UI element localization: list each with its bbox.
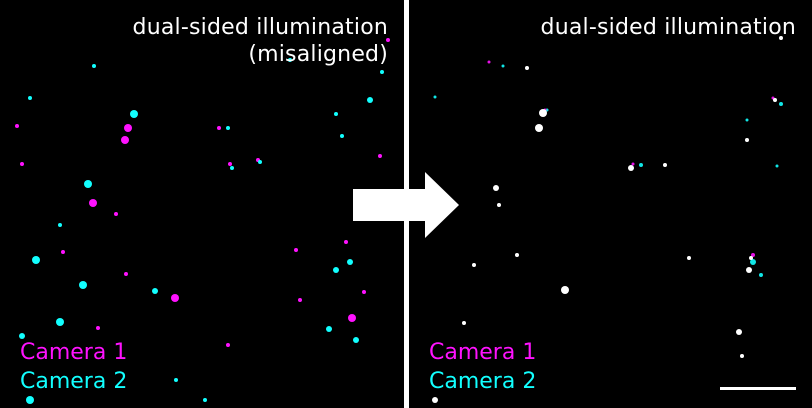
fluorescent-bead [497, 203, 501, 207]
fluorescent-bead [326, 326, 332, 332]
fluorescent-bead [294, 248, 298, 252]
panel-title-misaligned: dual-sided illumination (misaligned) [133, 14, 388, 68]
fluorescent-bead [628, 165, 634, 171]
fluorescent-bead [663, 163, 667, 167]
fluorescent-bead [386, 38, 390, 42]
panel-aligned: dual-sided illumination Camera 1 Camera … [409, 0, 812, 408]
fluorescent-bead [493, 185, 499, 191]
fluorescent-bead [362, 290, 366, 294]
fluorescent-bead [20, 162, 24, 166]
fluorescent-bead [121, 136, 129, 144]
fluorescent-bead [750, 259, 756, 265]
fluorescent-bead [751, 253, 755, 257]
fluorescent-bead [32, 256, 40, 264]
fluorescent-bead [28, 96, 32, 100]
fluorescent-bead [539, 109, 547, 117]
title-line-1: dual-sided illumination [540, 15, 796, 40]
fluorescent-bead [487, 60, 491, 64]
fluorescent-bead [226, 343, 230, 347]
fluorescent-bead [92, 64, 96, 68]
fluorescent-bead [462, 321, 466, 325]
fluorescence-image-misaligned [15, 38, 390, 404]
legend-camera-1: Camera 1 [429, 340, 537, 365]
fluorescent-bead [745, 118, 749, 122]
fluorescent-bead [15, 124, 19, 128]
fluorescent-bead [298, 298, 302, 302]
panel-misaligned: dual-sided illumination (misaligned) Cam… [0, 0, 404, 408]
fluorescent-bead [79, 281, 87, 289]
fluorescent-bead [288, 58, 292, 62]
fluorescent-bead [779, 36, 783, 40]
fluorescent-bead [378, 154, 382, 158]
fluorescent-bead [217, 126, 221, 130]
fluorescent-bead [340, 134, 344, 138]
right-arrow-icon [353, 172, 459, 238]
fluorescent-bead [773, 98, 777, 102]
fluorescent-bead [26, 396, 34, 404]
fluorescent-bead [736, 329, 742, 335]
fluorescent-bead [61, 250, 65, 254]
legend-camera-2: Camera 2 [20, 369, 128, 394]
fluorescent-bead [226, 126, 230, 130]
fluorescent-bead [114, 212, 118, 216]
fluorescent-bead [501, 64, 505, 68]
fluorescent-bead [380, 70, 384, 74]
fluorescent-bead [472, 263, 476, 267]
fluorescent-bead [230, 166, 234, 170]
title-line-1: dual-sided illumination [132, 15, 388, 40]
fluorescent-bead [347, 259, 353, 265]
legend-camera-1: Camera 1 [20, 340, 128, 365]
fluorescent-bead [333, 267, 339, 273]
fluorescent-bead [631, 162, 635, 166]
title-line-2: (misaligned) [248, 42, 388, 67]
fluorescent-bead [775, 164, 779, 168]
fluorescent-bead [124, 124, 132, 132]
fluorescent-bead [639, 163, 643, 167]
legend-right: Camera 1 Camera 2 [429, 338, 536, 396]
fluorescent-bead [84, 180, 92, 188]
fluorescent-bead [535, 124, 543, 132]
fluorescence-image-aligned [432, 36, 783, 403]
fluorescent-bead [759, 273, 763, 277]
fluorescent-bead [745, 138, 749, 142]
fluorescent-bead [152, 288, 158, 294]
fluorescent-bead [124, 272, 128, 276]
fluorescent-bead [525, 66, 529, 70]
fluorescent-bead [515, 253, 519, 257]
fluorescent-bead [561, 286, 569, 294]
fluorescent-bead [334, 112, 338, 116]
fluorescent-bead [258, 160, 262, 164]
fluorescent-bead [228, 162, 232, 166]
fluorescent-bead [19, 333, 25, 339]
fluorescent-bead [89, 199, 97, 207]
fluorescent-bead [203, 398, 207, 402]
panel-title-aligned: dual-sided illumination [541, 14, 796, 41]
fluorescent-bead [779, 102, 783, 106]
fluorescent-bead [432, 397, 438, 403]
fluorescent-bead [367, 97, 373, 103]
scale-bar [720, 387, 796, 390]
fluorescent-bead [130, 110, 138, 118]
fluorescent-bead [348, 314, 356, 322]
fluorescent-bead [58, 223, 62, 227]
fluorescent-bead [746, 267, 752, 273]
fluorescent-bead [687, 256, 691, 260]
fluorescent-bead [749, 256, 753, 260]
fluorescent-bead [353, 337, 359, 343]
fluorescent-bead [740, 354, 744, 358]
fluorescent-bead [174, 378, 178, 382]
fluorescent-bead [56, 318, 64, 326]
legend-camera-2: Camera 2 [429, 369, 537, 394]
fluorescent-bead [96, 326, 100, 330]
fluorescent-bead [433, 95, 437, 99]
legend-left: Camera 1 Camera 2 [20, 338, 127, 396]
fluorescent-bead [171, 294, 179, 302]
fluorescent-bead [344, 240, 348, 244]
